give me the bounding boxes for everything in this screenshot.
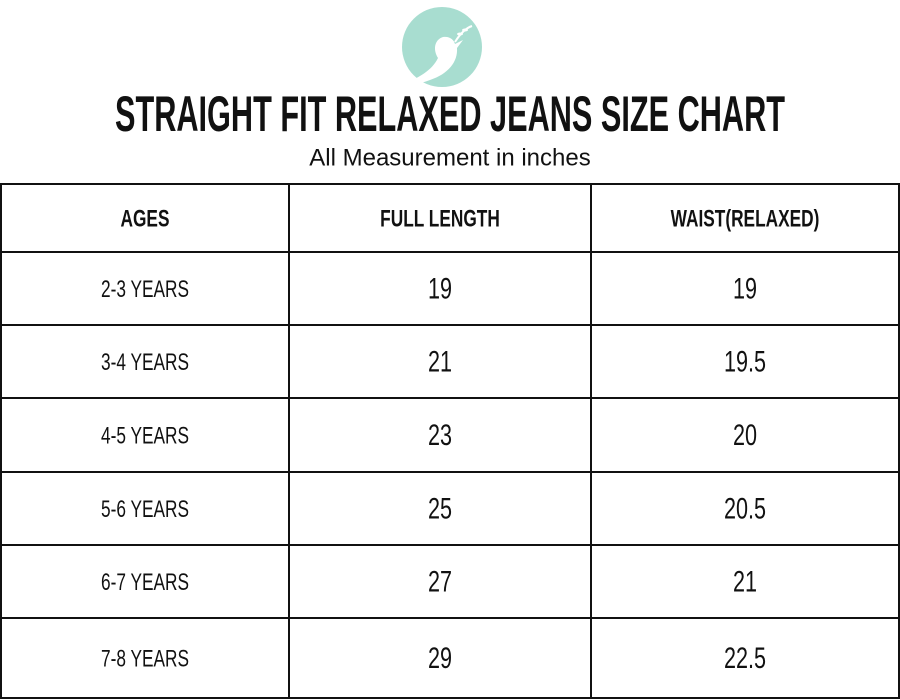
measure-cell: 27 [428, 564, 452, 598]
logo [398, 7, 482, 87]
measure-cell: 22.5 [724, 640, 766, 674]
measure-cell: 19 [428, 271, 452, 305]
measure-cell: 19.5 [724, 344, 766, 378]
age-cell: 7-8 YEARS [101, 646, 189, 672]
age-cell: 2-3 YEARS [101, 276, 189, 302]
column-header: FULL LENGTH [380, 206, 500, 232]
measure-cell: 23 [428, 417, 452, 451]
title: STRAIGHT FIT RELAXED JEANS SIZE CHART [115, 86, 785, 142]
size-table: AGES FULL LENGTH WAIST(RELAXED) 2-3 YEARS 19… [0, 183, 900, 699]
table-border [0, 183, 900, 699]
age-cell: 5-6 YEARS [101, 496, 189, 522]
age-cell: 4-5 YEARS [101, 423, 189, 449]
measure-cell: 25 [428, 491, 452, 525]
subtitle: All Measurement in inches [309, 144, 590, 171]
age-cell: 6-7 YEARS [101, 569, 189, 595]
measure-cell: 21 [733, 564, 757, 598]
measure-cell: 20 [733, 417, 757, 451]
measure-cell: 29 [428, 640, 452, 674]
measure-cell: 21 [428, 344, 452, 378]
column-header: AGES [121, 206, 170, 232]
measure-cell: 20.5 [724, 491, 766, 525]
column-header: WAIST(RELAXED) [671, 206, 820, 232]
age-cell: 3-4 YEARS [101, 349, 189, 375]
measure-cell: 19 [733, 271, 757, 305]
